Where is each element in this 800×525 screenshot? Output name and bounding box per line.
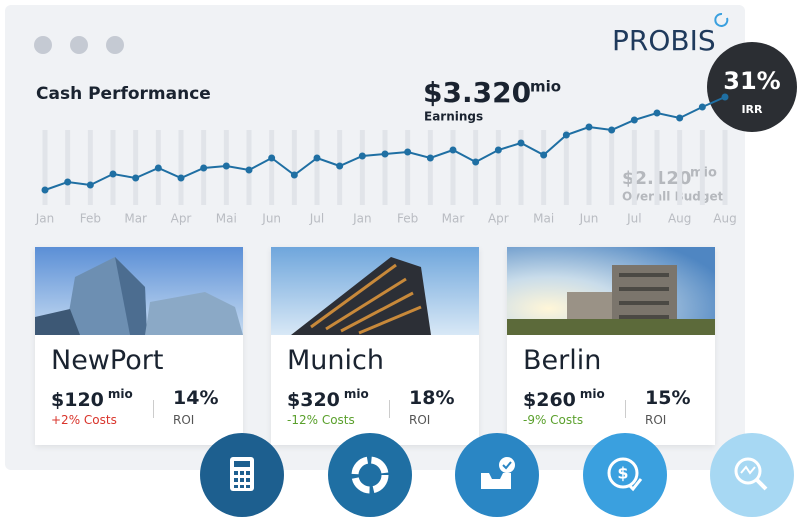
- brand-mark: [714, 12, 729, 27]
- point: [676, 114, 684, 122]
- roi-label: ROI: [409, 413, 431, 427]
- property-name: Berlin: [523, 345, 602, 376]
- x-tick-label: Jul: [626, 212, 641, 226]
- point: [41, 186, 49, 194]
- x-tick-label: Mar: [124, 212, 147, 226]
- point: [449, 146, 457, 154]
- amount: $120: [51, 389, 104, 411]
- x-tick-label: Feb: [80, 212, 101, 226]
- point: [517, 139, 525, 147]
- earnings-value: $3.320: [423, 76, 531, 109]
- x-tick-label: Mai: [216, 212, 237, 226]
- point: [494, 146, 502, 154]
- property-name: Munich: [287, 345, 384, 376]
- point: [472, 158, 480, 166]
- svg-text:$: $: [617, 464, 628, 483]
- payment-button[interactable]: $: [583, 433, 667, 517]
- point: [721, 93, 729, 101]
- point: [313, 154, 321, 162]
- point: [540, 151, 548, 159]
- separator: [625, 400, 626, 418]
- window-dot: [34, 36, 52, 54]
- separator: [153, 400, 154, 418]
- point: [200, 164, 208, 172]
- x-tick-label: Aug: [668, 212, 691, 226]
- separator: [389, 400, 390, 418]
- amount: $260: [523, 389, 576, 411]
- property-card[interactable]: Berlin $260 mio -9% Costs 15% ROI: [507, 247, 715, 445]
- x-tick-label: Apr: [171, 212, 192, 226]
- irr-value: 31%: [723, 67, 780, 95]
- point: [381, 150, 389, 158]
- point: [222, 162, 230, 170]
- property-card[interactable]: NewPort $120 mio +2% Costs 14% ROI: [35, 247, 243, 445]
- x-tick-label: Jan: [352, 212, 372, 226]
- point: [608, 126, 616, 134]
- point: [404, 148, 412, 156]
- point: [358, 152, 366, 160]
- property-costs: -12% Costs: [287, 413, 355, 427]
- x-tick-label: Aug: [713, 212, 736, 226]
- unit: mio: [107, 387, 133, 401]
- point: [86, 181, 94, 189]
- property-roi: 14%: [173, 387, 219, 409]
- window-dot: [70, 36, 88, 54]
- point: [245, 166, 253, 174]
- irr-badge: [707, 42, 797, 132]
- property-image: [35, 247, 243, 335]
- property-amount: $320 mio: [287, 387, 369, 411]
- x-tick-label: Jul: [309, 212, 324, 226]
- roi-label: ROI: [645, 413, 667, 427]
- property-roi: 15%: [645, 387, 691, 409]
- chart-title: Cash Performance: [36, 84, 211, 104]
- x-tick-label: Jun: [579, 212, 599, 226]
- point: [64, 178, 72, 186]
- property-card[interactable]: Munich $320 mio -12% Costs 18% ROI: [271, 247, 479, 445]
- point: [585, 123, 593, 131]
- property-roi: 18%: [409, 387, 455, 409]
- roi-label: ROI: [173, 413, 195, 427]
- x-tick-label: Apr: [488, 212, 509, 226]
- property-image: [507, 247, 715, 335]
- point: [653, 109, 661, 117]
- point: [154, 164, 162, 172]
- budget-label: Overall Budget: [622, 190, 724, 204]
- inbox-button[interactable]: [455, 433, 539, 517]
- point: [562, 131, 570, 139]
- earnings-label: Earnings: [424, 110, 483, 124]
- point: [336, 162, 344, 170]
- x-tick-label: Mai: [533, 212, 554, 226]
- point: [290, 171, 298, 179]
- x-tick-label: Jun: [261, 212, 281, 226]
- point: [177, 174, 185, 182]
- x-tick-label: Feb: [397, 212, 418, 226]
- property-name: NewPort: [51, 345, 164, 376]
- window-dot: [106, 36, 124, 54]
- point: [132, 174, 140, 182]
- property-image: [271, 247, 479, 335]
- calculator-button[interactable]: [200, 433, 284, 517]
- search-button[interactable]: [710, 433, 794, 517]
- analytics-button[interactable]: [328, 433, 412, 517]
- chart: PROBIS Cash Performance $3.320 mio Earni…: [34, 12, 797, 226]
- property-amount: $260 mio: [523, 387, 605, 411]
- point: [630, 116, 638, 124]
- irr-label: IRR: [741, 103, 763, 116]
- unit: mio: [579, 387, 605, 401]
- point: [426, 154, 434, 162]
- brand: PROBIS: [612, 24, 716, 57]
- earnings-unit: mio: [530, 78, 561, 96]
- property-amount: $120 mio: [51, 387, 133, 411]
- point: [268, 154, 276, 162]
- property-costs: +2% Costs: [51, 413, 117, 427]
- amount: $320: [287, 389, 340, 411]
- x-tick-label: Mar: [442, 212, 465, 226]
- point: [109, 170, 117, 178]
- property-costs: -9% Costs: [523, 413, 584, 427]
- unit: mio: [343, 387, 369, 401]
- point: [698, 103, 706, 111]
- x-tick-label: Jan: [35, 212, 55, 226]
